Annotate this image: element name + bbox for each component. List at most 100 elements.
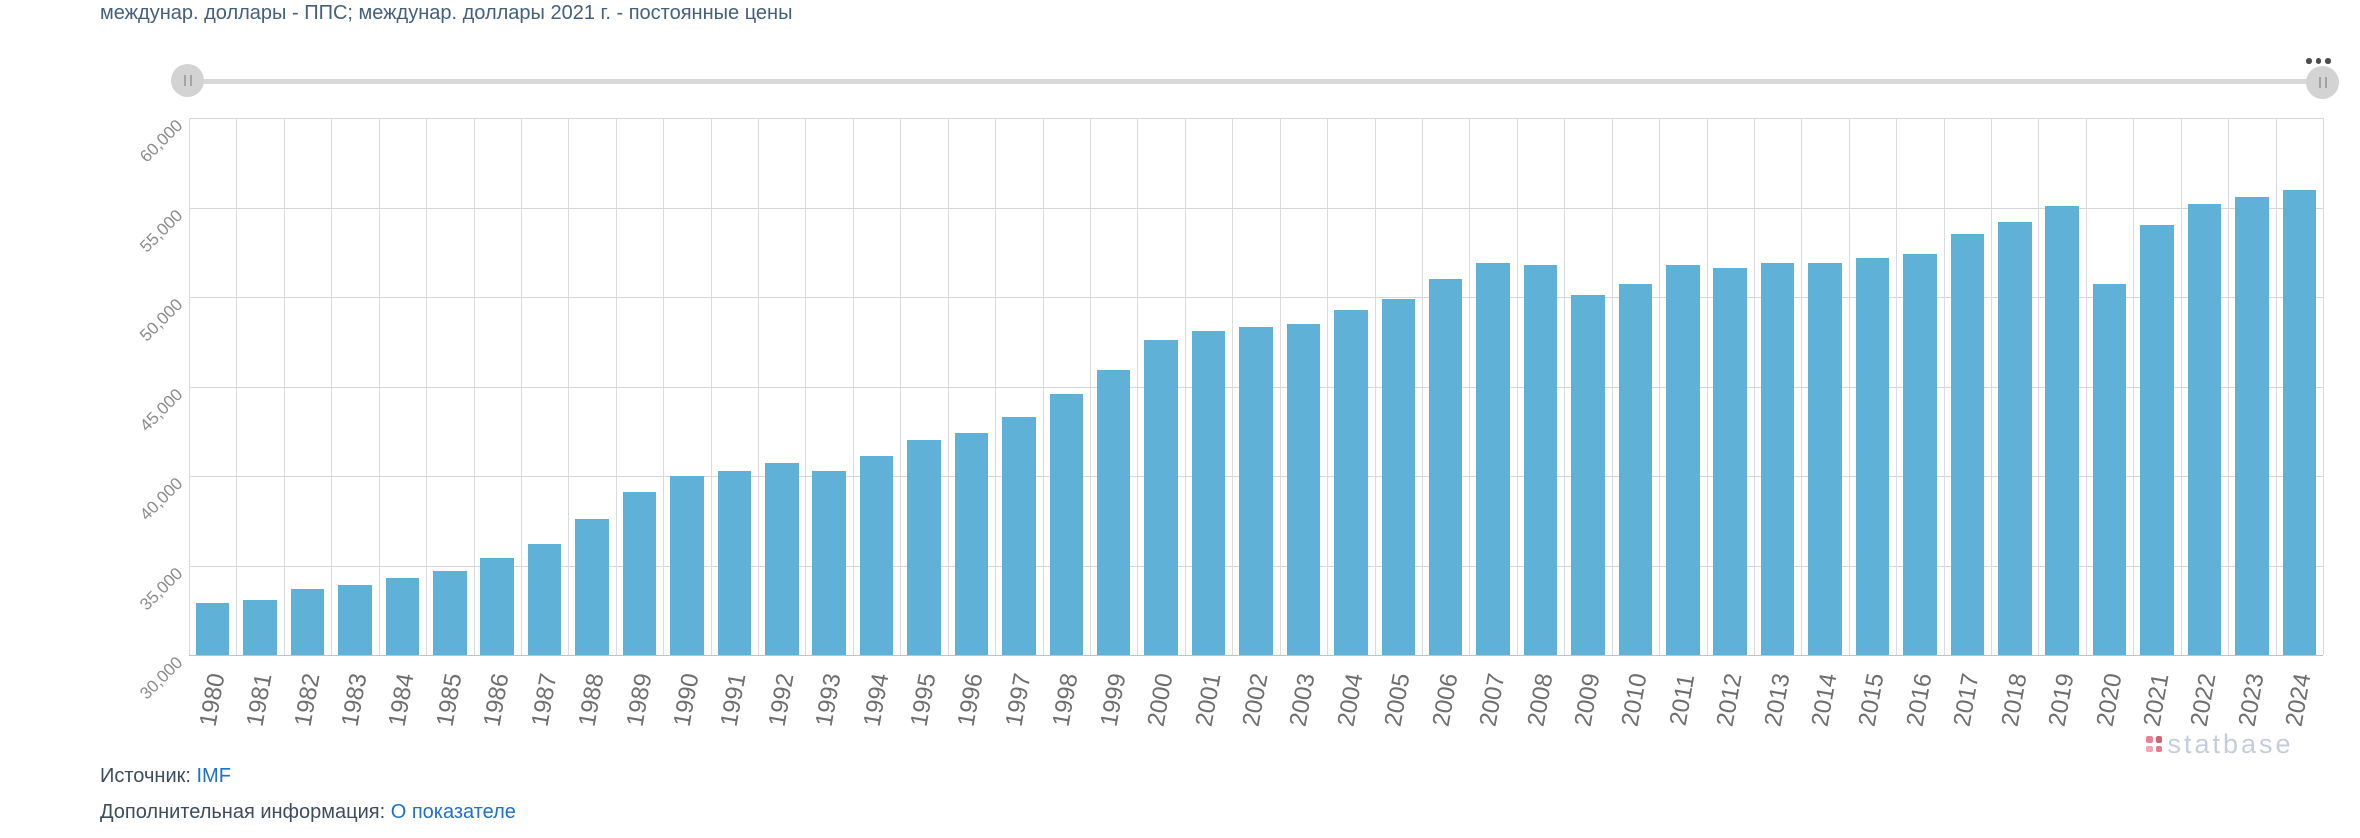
info-label: Дополнительная информация: (100, 801, 386, 823)
x-tick-label: 1983 (336, 671, 373, 729)
slider-grip-icon (2324, 77, 2327, 88)
x-tick-label: 2002 (1237, 671, 1274, 729)
gridline-vertical (2180, 118, 2182, 655)
x-tick-label: 2018 (1996, 671, 2033, 729)
gridline-vertical (1516, 118, 1518, 655)
gridline-horizontal (189, 118, 2323, 119)
x-tick-label: 1997 (1000, 671, 1037, 729)
x-tick-label: 1994 (858, 671, 895, 729)
gridline-horizontal (189, 655, 2323, 656)
gridline-vertical (1801, 118, 1803, 655)
bar[interactable] (433, 570, 467, 655)
bar[interactable] (717, 470, 752, 655)
bar[interactable] (290, 588, 325, 655)
bar[interactable] (1855, 257, 1890, 655)
x-tick-label: 2009 (1569, 671, 1606, 729)
x-tick-label: 2019 (2043, 671, 2080, 729)
x-tick-label: 1998 (1047, 671, 1084, 729)
gridline-vertical (2133, 118, 2135, 655)
gridline-vertical (1706, 118, 1708, 655)
statbase-watermark-text: statbase (2167, 729, 2294, 759)
info-line: Дополнительная информация: О показателе (100, 801, 516, 824)
bar[interactable] (954, 433, 989, 655)
bar[interactable] (527, 544, 562, 655)
bar[interactable] (859, 456, 894, 655)
gridline-vertical (1469, 118, 1471, 655)
bar[interactable] (1334, 309, 1368, 655)
bar[interactable] (1571, 295, 1605, 655)
bar[interactable] (1760, 262, 1795, 655)
x-tick-label: 1985 (431, 671, 468, 729)
x-tick-label: 2000 (1142, 671, 1179, 729)
bar[interactable] (1428, 279, 1463, 655)
bar[interactable] (2282, 189, 2317, 655)
bar[interactable] (338, 585, 372, 655)
gridline-vertical (378, 118, 380, 655)
x-tick-label: 1984 (383, 671, 420, 729)
x-tick-label: 2016 (1901, 671, 1938, 729)
bar[interactable] (1096, 370, 1131, 655)
gridline-horizontal (189, 297, 2323, 298)
chart-context-menu-icon[interactable] (2306, 58, 2331, 64)
bar[interactable] (622, 492, 657, 655)
gridline-vertical (1943, 118, 1945, 655)
bar[interactable] (2092, 284, 2127, 655)
bar[interactable] (575, 518, 609, 655)
x-tick-label: 2003 (1284, 671, 1321, 729)
bar[interactable] (1239, 327, 1273, 655)
bar[interactable] (1144, 339, 1178, 655)
source-link[interactable]: IMF (196, 765, 231, 787)
gridline-vertical (1279, 118, 1281, 655)
bar[interactable] (812, 470, 846, 655)
range-slider-handle-right[interactable] (2306, 66, 2339, 99)
bar[interactable] (1002, 416, 1036, 655)
gridline-vertical (283, 118, 285, 655)
x-tick-label: 2011 (1664, 672, 1701, 728)
range-slider-handle-left[interactable] (171, 64, 204, 97)
bar[interactable] (2045, 205, 2079, 655)
bar[interactable] (243, 599, 277, 655)
x-tick-label: 1986 (478, 671, 515, 729)
x-tick-label: 1996 (953, 671, 989, 729)
bar[interactable] (480, 558, 514, 655)
x-tick-label: 2005 (1379, 671, 1416, 729)
bar[interactable] (2187, 203, 2222, 655)
bar[interactable] (1476, 262, 1510, 655)
bar[interactable] (2140, 225, 2174, 655)
bar[interactable] (765, 463, 799, 655)
bar[interactable] (907, 440, 941, 655)
gridline-vertical (805, 118, 807, 655)
bar[interactable] (2235, 196, 2269, 655)
gridline-vertical (1848, 118, 1850, 655)
x-tick-label: 1980 (194, 671, 231, 729)
bar[interactable] (1666, 264, 1700, 655)
x-tick-label: 1987 (526, 671, 563, 729)
gridline-vertical (1042, 118, 1044, 655)
bar[interactable] (1381, 298, 1416, 655)
bar[interactable] (1049, 393, 1084, 655)
bar[interactable] (195, 603, 230, 655)
gridline-vertical (1184, 118, 1186, 655)
bar[interactable] (1950, 234, 1985, 655)
x-tick-label: 1993 (810, 671, 847, 729)
bar[interactable] (1998, 221, 2032, 655)
bar[interactable] (670, 476, 704, 655)
bar[interactable] (1286, 323, 1321, 655)
range-slider-track[interactable] (188, 79, 2323, 84)
bar[interactable] (1903, 254, 1937, 655)
bar[interactable] (1618, 284, 1653, 655)
x-tick-label: 2007 (1474, 671, 1511, 729)
bar[interactable] (385, 578, 420, 655)
x-tick-label: 2020 (2091, 671, 2128, 729)
x-tick-label: 1999 (1095, 671, 1132, 729)
bar[interactable] (1523, 264, 1558, 655)
info-link[interactable]: О показателе (390, 801, 516, 823)
bar[interactable] (1191, 331, 1226, 655)
statbase-logo-icon (2146, 736, 2163, 753)
gridline-vertical (2085, 118, 2087, 655)
x-tick-label: 2010 (1616, 671, 1653, 729)
gridline-vertical (1090, 118, 1092, 655)
bar[interactable] (1713, 268, 1747, 655)
bar[interactable] (1808, 262, 1842, 655)
